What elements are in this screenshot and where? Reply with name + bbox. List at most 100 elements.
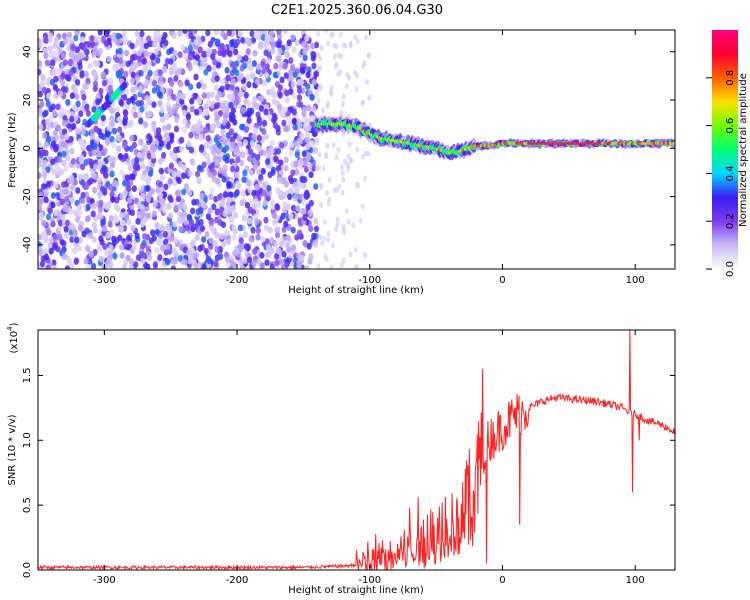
spectrogram-cell — [142, 216, 148, 224]
spectrogram-cell — [270, 166, 276, 174]
spectrogram-cell — [57, 90, 63, 98]
spectrogram-cell — [227, 50, 233, 58]
spectrogram-cell — [247, 64, 253, 71]
spectrogram-cell — [263, 39, 270, 47]
spectrogram-cell — [77, 138, 83, 145]
spectrogram-cell — [146, 63, 152, 71]
spectrogram-cell — [181, 109, 187, 117]
spectrogram-cell — [195, 127, 201, 135]
spectrogram-cell — [77, 209, 83, 217]
spectrogram-cell — [60, 214, 66, 221]
spectrogram-cell — [220, 221, 227, 229]
spectrogram-cell — [247, 206, 253, 214]
spectrogram-cell — [43, 196, 49, 204]
spectrogram-cell — [276, 55, 282, 63]
spectrogram-cell — [271, 219, 278, 227]
spectrogram-cell — [219, 233, 225, 240]
spectrogram-cell — [78, 156, 84, 164]
spectrogram-cell — [276, 247, 282, 255]
spectrogram-cell — [188, 131, 194, 139]
spectrogram-cell — [80, 197, 86, 204]
spectrogram-cell — [239, 36, 246, 44]
spectrogram-cell — [59, 238, 65, 246]
spectrogram-cell — [251, 248, 258, 255]
spectrogram-cell — [117, 47, 123, 55]
spectrogram-cell — [45, 213, 52, 221]
spectrogram-cell — [111, 156, 117, 164]
spectrogram-cell — [245, 73, 251, 81]
spectrogram-cell — [75, 187, 81, 194]
snr-y-ticks: 0.0 0.5 1.0 1.5 — [22, 367, 675, 578]
spectrogram-cell — [91, 51, 97, 58]
spectrogram-cell — [161, 124, 168, 132]
spectrogram-cell — [194, 234, 200, 241]
spectrogram-cell — [344, 207, 349, 214]
spectrogram-cell — [168, 235, 175, 243]
spectrogram-cell — [162, 230, 168, 238]
spectrogram-cell — [179, 136, 185, 144]
spectrogram-cell — [299, 254, 305, 262]
spectrogram-cell — [155, 131, 162, 139]
spectrogram-cell — [91, 172, 97, 180]
y-tick-label: 0.5 — [22, 497, 33, 513]
spectrogram-cell — [221, 134, 227, 142]
spectrogram-cell — [310, 50, 316, 58]
spectrogram-cell — [290, 244, 296, 251]
spectrogram-cell — [84, 183, 90, 190]
spectrogram-cell — [335, 221, 340, 228]
spectrogram-cell — [119, 243, 125, 251]
spectrogram-cell — [155, 56, 161, 64]
spectrogram-cell — [128, 263, 134, 269]
spectrogram-cell — [276, 41, 282, 49]
spectrogram-cell — [104, 249, 110, 257]
y-tick-label: 0 — [22, 145, 33, 151]
spectrogram-cell — [111, 235, 117, 243]
spectrogram-cell — [238, 90, 244, 98]
spectrogram-cell — [319, 182, 324, 189]
spectrogram-cell — [252, 49, 258, 57]
spectrogram-cell — [159, 198, 166, 206]
spectrogram-cell — [152, 261, 158, 269]
spectrogram-cell — [55, 124, 61, 131]
spectrogram-cell — [118, 98, 124, 106]
spectrogram-cell — [209, 165, 215, 173]
spectrogram-cell — [106, 124, 112, 132]
spectrogram-cell — [152, 40, 158, 48]
spectrogram-cell — [68, 58, 74, 66]
spectrogram-cell — [198, 146, 205, 153]
spectrogram-cell — [127, 164, 133, 172]
spectrogram-cell — [212, 58, 218, 66]
spectrogram-cell — [259, 251, 265, 259]
spectrogram-cell — [257, 119, 263, 127]
spectrogram-cell — [57, 151, 63, 159]
spectrogram-cell — [64, 219, 71, 227]
spectrogram-cell — [235, 38, 241, 46]
spectrogram-cell — [224, 229, 230, 237]
spectrogram-cell — [176, 67, 182, 75]
spectrogram-cell — [193, 262, 199, 269]
spectrogram-cell — [164, 113, 170, 121]
spectrogram-cell — [70, 157, 76, 165]
spectrogram-cell — [162, 206, 168, 214]
spectrogram-cell — [214, 208, 221, 216]
spectrogram-cell — [123, 88, 130, 96]
spectrogram-cell — [203, 126, 209, 134]
spectrogram-cell — [57, 112, 63, 119]
spectrogram-cell — [62, 38, 69, 45]
spectrogram-cell — [120, 219, 126, 227]
spectrogram-cell — [42, 132, 48, 139]
spectrogram-cell — [316, 97, 321, 104]
spectrogram-cell — [46, 180, 52, 188]
spectrogram-cell — [197, 245, 203, 252]
spectrogram-cell — [315, 137, 320, 144]
spectrogram-cell — [215, 38, 221, 46]
spectrogram-cell — [214, 75, 220, 83]
spectrogram-cell — [168, 132, 175, 140]
y-tick-label: -20 — [22, 188, 33, 204]
spectrogram-cell — [203, 142, 210, 149]
spectrogram-cell — [353, 246, 358, 253]
spectrogram-cell — [265, 57, 271, 65]
spectrogram-cell — [101, 225, 108, 233]
spectrogram-cell — [344, 83, 349, 90]
spectrogram-cell — [233, 191, 239, 198]
